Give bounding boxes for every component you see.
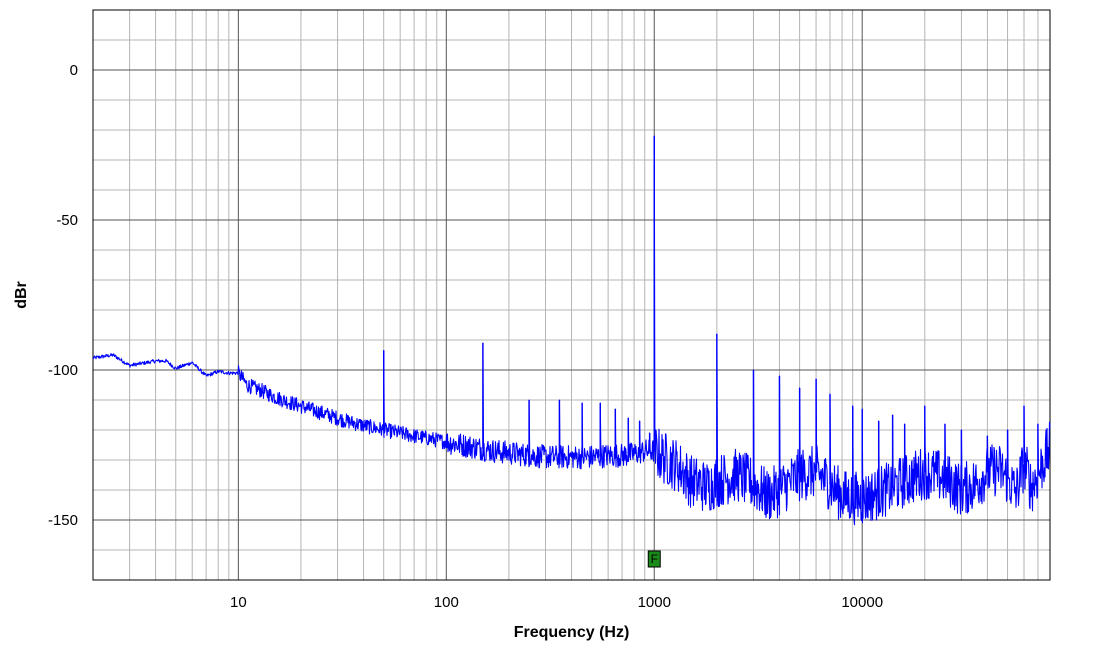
y-axis-title: dBr — [13, 281, 30, 309]
y-tick-labels: 0 -50 -100 -150 — [48, 62, 78, 529]
x-tick-label: 1000 — [638, 594, 671, 611]
marker-box[interactable] — [647, 550, 661, 568]
plot-border — [92, 9, 1051, 581]
x-tick-labels: 10 100 1000 10000 — [230, 594, 883, 611]
y-tick-label: -100 — [48, 362, 78, 379]
x-tick-label: 10 — [230, 594, 247, 611]
x-tick-label: 100 — [434, 594, 459, 611]
y-tick-label: -150 — [48, 512, 78, 529]
frequency-marker[interactable]: F — [647, 550, 661, 568]
x-axis-title: Frequency (Hz) — [514, 624, 630, 641]
x-tick-label: 10000 — [841, 594, 883, 611]
peak-marks — [383, 136, 1039, 499]
y-tick-label: -50 — [56, 212, 78, 229]
series-line — [92, 135, 1051, 526]
y-tick-label: 0 — [70, 62, 78, 79]
marker-label: F — [651, 552, 658, 566]
